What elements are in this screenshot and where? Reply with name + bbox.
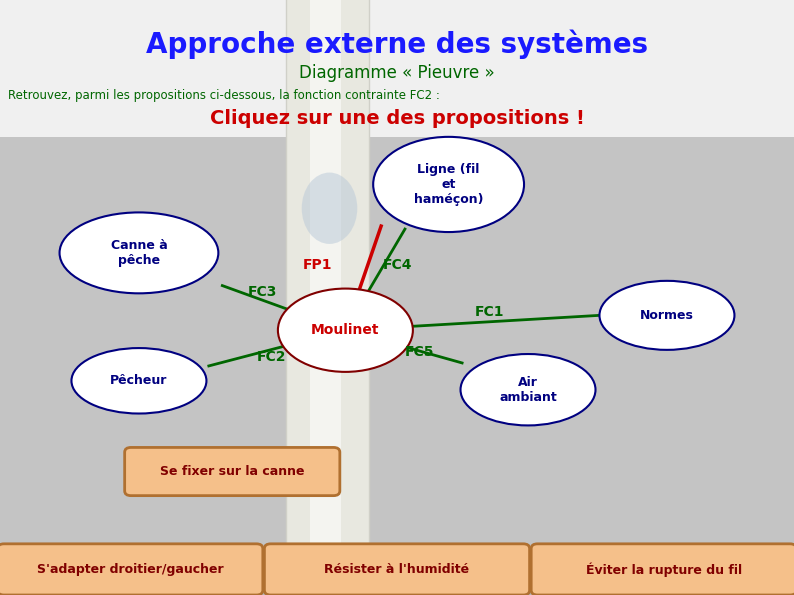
Text: S'adapter droitier/gaucher: S'adapter droitier/gaucher [37,563,224,576]
Ellipse shape [60,212,218,293]
FancyBboxPatch shape [531,544,794,595]
Bar [310,0,341,595]
Text: Cliquez sur une des propositions !: Cliquez sur une des propositions ! [210,109,584,129]
Text: FP1: FP1 [303,258,333,272]
Text: Pêcheur: Pêcheur [110,374,168,387]
Ellipse shape [373,137,524,232]
Text: Éviter la rupture du fil: Éviter la rupture du fil [586,562,742,577]
Text: Ligne (fil
et
haméçon): Ligne (fil et haméçon) [414,163,484,206]
Ellipse shape [302,173,357,244]
Text: Résister à l'humidité: Résister à l'humidité [325,563,469,576]
Text: Air
ambiant: Air ambiant [499,375,557,404]
Text: Se fixer sur la canne: Se fixer sur la canne [160,465,304,478]
Text: FC2: FC2 [256,350,287,364]
FancyBboxPatch shape [0,544,263,595]
Text: Moulinet: Moulinet [311,323,380,337]
Text: Diagramme « Pieuvre »: Diagramme « Pieuvre » [299,64,495,82]
Text: Retrouvez, parmi les propositions ci-dessous, la fonction contrainte FC2 :: Retrouvez, parmi les propositions ci-des… [8,89,440,102]
Text: Normes: Normes [640,309,694,322]
Ellipse shape [278,289,413,372]
Text: Canne à
pêche: Canne à pêche [110,239,168,267]
Text: Approche externe des systèmes: Approche externe des systèmes [146,30,648,60]
Ellipse shape [71,348,206,414]
FancyBboxPatch shape [125,447,340,496]
Bar [0,0,794,137]
Text: FC1: FC1 [475,305,505,320]
FancyBboxPatch shape [264,544,530,595]
Ellipse shape [599,281,734,350]
Text: FC3: FC3 [248,284,276,299]
Ellipse shape [461,354,596,425]
Text: FC5: FC5 [404,345,434,359]
Text: FC4: FC4 [382,258,412,272]
Bar [286,0,369,595]
Bar [0,137,794,547]
